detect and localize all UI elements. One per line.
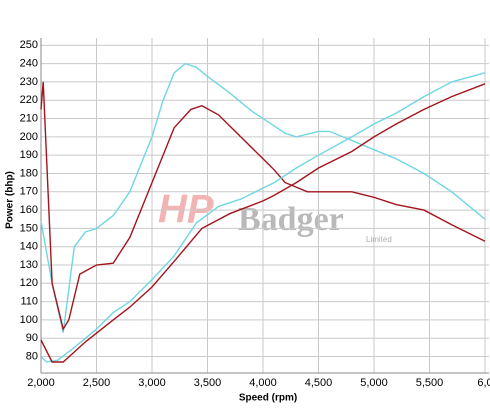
- y-tick-label: 110: [20, 296, 38, 308]
- y-axis-title: Power (bhp): [5, 171, 16, 229]
- y-tick-label: 90: [26, 332, 38, 344]
- watermark-hp: HP: [158, 188, 214, 232]
- y-tick-label: 210: [20, 112, 38, 124]
- y-tick-label: 160: [20, 204, 38, 216]
- y-tick-label: 130: [20, 259, 38, 271]
- series-line: [40, 62, 486, 333]
- y-tick-label: 80: [26, 350, 38, 362]
- y-tick-label: 150: [20, 222, 38, 234]
- y-tick-label: 180: [20, 167, 38, 179]
- y-tick-label: 170: [20, 186, 38, 198]
- x-tick-label: 3,500: [194, 377, 222, 389]
- x-axis-title: Speed (rpm): [239, 393, 297, 404]
- y-tick-label: 230: [20, 76, 38, 88]
- x-tick-label: 3,000: [138, 377, 166, 389]
- watermark-limited: Limited: [366, 235, 392, 244]
- x-tick-label: 4,000: [249, 377, 277, 389]
- x-tick-label: 6,0: [477, 377, 490, 389]
- series-line: [40, 72, 486, 363]
- y-tick-label: 200: [20, 131, 38, 143]
- y-tick-label: 140: [20, 241, 38, 253]
- y-tick-label: 190: [20, 149, 38, 161]
- y-tick-label: 220: [20, 94, 38, 106]
- series-line: [40, 81, 486, 331]
- x-tick-label: 2,500: [83, 377, 111, 389]
- x-tick-label: 2,000: [27, 377, 55, 389]
- x-tick-label: 4,500: [305, 377, 333, 389]
- y-tick-label: 250: [20, 39, 38, 51]
- y-tick-label: 120: [20, 277, 38, 289]
- watermark: HP Badger Limited: [158, 188, 392, 245]
- x-tick-label: 5,000: [360, 377, 388, 389]
- watermark-badger: Badger: [238, 201, 344, 238]
- x-tick-label: 5,500: [416, 377, 444, 389]
- y-tick-label: 100: [20, 314, 38, 326]
- series-line: [40, 83, 486, 363]
- y-tick-label: 240: [20, 58, 38, 70]
